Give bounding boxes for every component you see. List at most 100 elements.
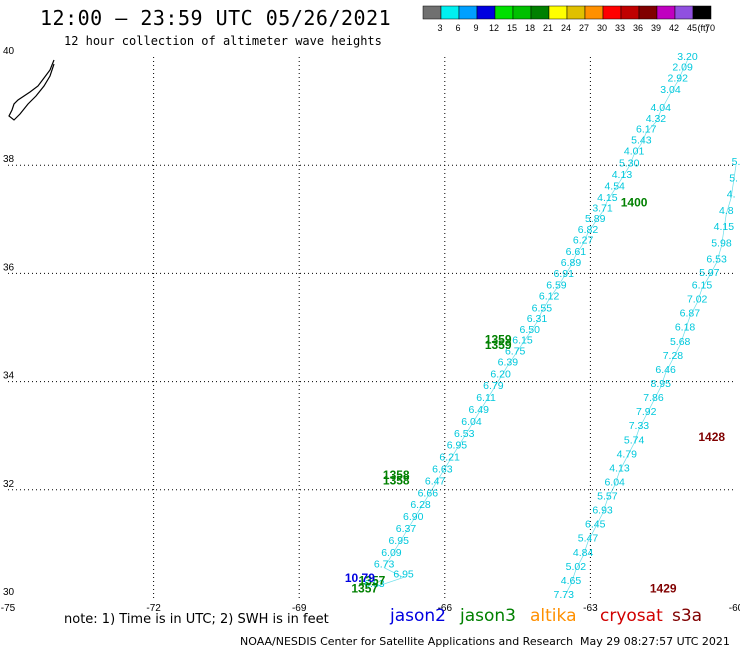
swh-value: 8.95 (651, 378, 672, 390)
swh-value: 6.49 (469, 404, 490, 416)
swh-value: 6.61 (566, 246, 587, 258)
swh-value: 6.75 (505, 346, 526, 358)
swh-value: 6.83 (364, 578, 385, 590)
mission-jason3: jason3 (460, 606, 516, 626)
swh-value: 5.57 (597, 491, 618, 503)
legend-label: 6 (455, 23, 460, 33)
swh-value: 3.71 (592, 203, 613, 215)
swh-value: 4.54 (604, 181, 625, 193)
swh-value: 4.04 (651, 102, 672, 114)
x-tick-label: -66 (438, 603, 453, 614)
legend-swatch (548, 5, 568, 20)
swh-value: 2.09 (672, 62, 693, 74)
swh-value: 6.45 (585, 519, 606, 531)
legend-label: 9 (473, 23, 478, 33)
swh-value: 6.31 (527, 313, 548, 325)
legend-swatch (440, 5, 460, 20)
swh-value: 4.01 (624, 145, 645, 157)
legend-label: 24 (561, 23, 571, 33)
swh-value: 7.86 (643, 392, 664, 404)
time-label: 1428 (698, 430, 725, 444)
legend-label: 18 (525, 23, 535, 33)
time-label: 1429 (650, 582, 677, 596)
swh-value: 4. (727, 189, 736, 201)
swh-value: 6.50 (520, 324, 541, 336)
legend-label: 3 (437, 23, 442, 33)
swh-value: 6.18 (675, 322, 696, 334)
time-label: 10.79 (345, 571, 375, 585)
y-tick-label: 34 (3, 371, 15, 382)
swh-value: 6.12 (539, 290, 560, 302)
swh-value: 6.95 (388, 535, 409, 547)
mission-s3a: s3a (672, 606, 703, 626)
swh-value: 6.09 (381, 547, 402, 559)
swh-value: 6.28 (410, 499, 431, 511)
swh-value: 4.32 (646, 113, 667, 125)
legend-label: 42 (669, 23, 679, 33)
swh-value: 2.92 (668, 72, 689, 84)
swh-value: 6.79 (483, 380, 504, 392)
swh-value: 6.66 (418, 487, 439, 499)
legend-swatch (638, 5, 658, 20)
credit-text: NOAA/NESDIS Center for Satellite Applica… (240, 635, 574, 648)
swh-value: 6.53 (454, 428, 475, 440)
x-tick-label: -63 (583, 603, 598, 614)
swh-value: 6.15 (512, 335, 533, 347)
legend-swatch (692, 5, 712, 20)
swh-value: 3.04 (660, 84, 681, 96)
coastline (8, 59, 55, 121)
swh-value: 6.17 (636, 124, 657, 136)
chart-title: 12:00 – 23:59 UTC 05/26/2021 (40, 6, 392, 30)
swh-value: 5.98 (711, 237, 732, 249)
time-label: 1358 (383, 473, 410, 487)
legend-label: 12 (489, 23, 499, 33)
swh-value: 6.27 (573, 235, 594, 247)
swh-value: 4.65 (561, 575, 582, 587)
legend-swatch (512, 5, 532, 20)
y-tick-label: 38 (3, 154, 15, 165)
swh-value: 6.37 (396, 523, 417, 535)
legend-swatch (584, 5, 604, 20)
x-tick-label: -60 (729, 603, 740, 614)
y-tick-label: 40 (3, 46, 15, 57)
swh-value: 5.30 (619, 157, 640, 169)
swh-value: 6.21 (439, 452, 460, 464)
x-tick-label: -69 (292, 603, 307, 614)
legend-label: 33 (615, 23, 625, 33)
swh-value: 5.47 (578, 533, 599, 545)
swh-value: 6.87 (680, 308, 701, 320)
swh-value: 5. (729, 172, 738, 184)
swh-value: 5.43 (631, 135, 652, 147)
legend-swatch (494, 5, 514, 20)
swh-value: 5.89 (585, 213, 606, 225)
x-tick-label: -72 (146, 603, 161, 614)
swh-value: 6.63 (432, 463, 453, 475)
legend-unit: (ft) (698, 23, 709, 33)
swh-value: 6.20 (490, 368, 511, 380)
legend-label: 70 (705, 23, 715, 33)
swh-value: 6.82 (578, 224, 599, 236)
legend-label: 39 (651, 23, 661, 33)
time-label: 1358 (383, 468, 410, 482)
swh-value: 6.93 (592, 505, 613, 517)
swh-value: 6.90 (403, 511, 424, 523)
swh-value: 6.53 (706, 254, 727, 266)
swh-value: 5. (732, 156, 740, 168)
swh-value: 6.55 (532, 302, 553, 314)
swh-value: 6.39 (498, 356, 519, 368)
time-label: 1400 (621, 195, 648, 209)
legend-swatch (530, 5, 550, 20)
legend-swatch (476, 5, 496, 20)
legend-swatch (620, 5, 640, 20)
swh-value: 6.15 (692, 280, 713, 292)
legend-swatch (602, 5, 622, 20)
mission-cryosat: cryosat (600, 606, 663, 626)
swh-value: 4.15 (714, 221, 735, 233)
swh-value: 4.13 (612, 169, 633, 181)
swh-value: 4.13 (609, 462, 630, 474)
legend-swatch (422, 5, 442, 20)
swh-value: 7.33 (629, 420, 650, 432)
chart-subtitle: 12 hour collection of altimeter wave hei… (64, 34, 382, 48)
